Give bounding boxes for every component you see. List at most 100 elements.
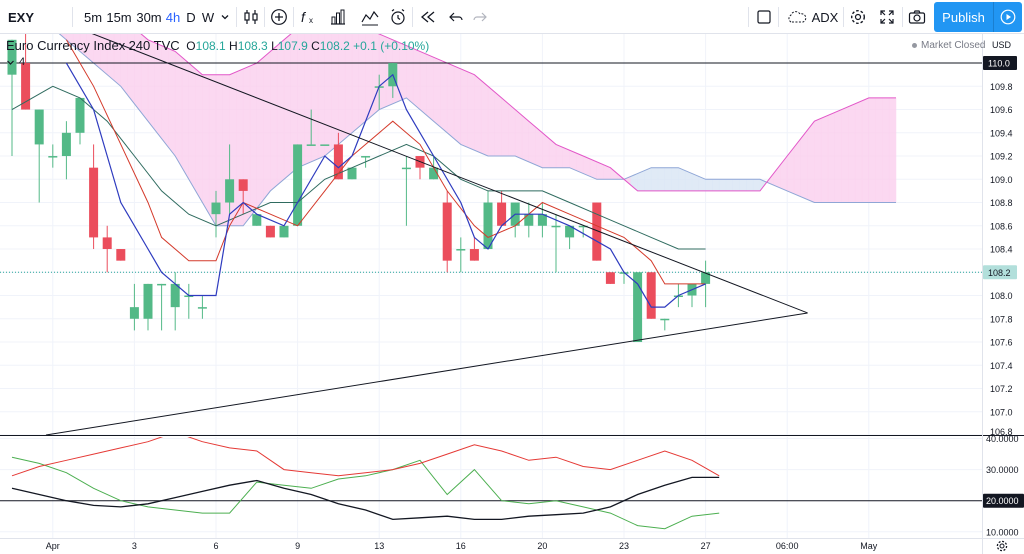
price-chart[interactable]: 110.2USD109.8109.6109.4109.2109.0108.810…	[0, 34, 1024, 554]
saved-layout-button[interactable]: ADX	[783, 0, 841, 34]
gear-teeth	[996, 540, 1008, 552]
cloud-segment	[501, 97, 509, 157]
last-price-label: 108.2	[988, 268, 1011, 278]
candle-body	[61, 132, 71, 157]
cloud-segment	[188, 62, 196, 192]
candle	[333, 132, 343, 180]
cloud-segment	[276, 39, 285, 186]
legend-close-value: 108.2	[319, 39, 350, 53]
time-axis-label: 27	[701, 541, 711, 551]
publish-button[interactable]: Publish	[934, 2, 993, 32]
candle-body	[578, 225, 588, 228]
candle-body	[34, 109, 44, 145]
cloud-segment	[848, 103, 856, 203]
chart-settings-button[interactable]	[847, 0, 869, 34]
candle	[21, 34, 31, 110]
candle	[102, 225, 112, 273]
candle	[197, 295, 207, 319]
cloud-segment	[487, 85, 496, 157]
interval-5m-button[interactable]: 5m	[83, 9, 103, 25]
interval-d-button[interactable]: D	[186, 9, 196, 25]
candle-body	[197, 307, 207, 309]
candle-body	[605, 272, 615, 284]
cloud-segment	[888, 97, 897, 203]
cloud-segment	[569, 149, 577, 171]
toolbar-divider	[412, 7, 413, 27]
fullscreen-button[interactable]	[876, 0, 898, 34]
time-axis-label: 13	[374, 541, 384, 551]
cloud-segment	[793, 137, 802, 198]
price-tick-label: 109.8	[990, 82, 1013, 92]
symbol-search-button[interactable]: EXY	[8, 9, 35, 25]
candle	[143, 283, 153, 331]
toolbar-divider	[293, 7, 294, 27]
candle	[524, 202, 534, 238]
cloud-segment	[480, 79, 489, 157]
legend-close-label: C	[311, 39, 320, 53]
undo-button[interactable]	[446, 0, 466, 34]
candle	[347, 167, 357, 180]
interval-w-button[interactable]: W	[201, 9, 215, 25]
cloud-segment	[453, 65, 462, 145]
chevron-down-icon	[7, 60, 14, 65]
time-axis-label: Apr	[46, 541, 60, 551]
candle	[660, 318, 670, 331]
templates-button[interactable]	[358, 0, 382, 34]
publish-menu-button[interactable]	[993, 2, 1022, 32]
legend-symbol-name: Euro Currency Index	[6, 38, 126, 53]
candle-body	[592, 202, 602, 261]
bar-replay-button[interactable]	[417, 0, 439, 34]
currency-badge-bg	[983, 37, 1024, 52]
snapshot-button[interactable]	[906, 0, 928, 34]
cloud-segment	[270, 45, 278, 192]
compare-symbol-button[interactable]	[268, 0, 290, 34]
adx-tick-label: 10.0000	[986, 527, 1019, 537]
cloud-segment	[739, 179, 747, 192]
candle	[252, 214, 262, 226]
candle	[7, 39, 17, 157]
indicator-name-label: ADX	[811, 9, 839, 25]
redo-button[interactable]	[470, 0, 490, 34]
candle	[116, 249, 126, 261]
cloud-segment	[263, 50, 271, 201]
series-legend: Euro Currency Index 240 TVC O108.1 H108.…	[6, 38, 429, 53]
cloud-segment	[820, 114, 829, 203]
interval-dropdown-button[interactable]	[218, 0, 232, 34]
cloud-segment	[222, 74, 230, 227]
toolbar-divider	[778, 7, 779, 27]
interval-30m-button[interactable]: 30m	[136, 9, 162, 25]
candle-body	[252, 214, 262, 226]
candle	[537, 202, 547, 238]
indicators-toggle[interactable]: 4	[6, 56, 25, 68]
interval-4h-button[interactable]: 4h	[165, 9, 181, 25]
axis-settings-gear-icon[interactable]	[996, 540, 1008, 552]
adx-level-label: 20.0000	[986, 496, 1019, 506]
cloud-segment	[712, 179, 720, 192]
candle-body	[225, 179, 235, 203]
candle-body	[21, 63, 31, 110]
toolbar-divider	[236, 7, 237, 27]
trendline	[45, 312, 808, 435]
cloud-segment	[678, 167, 686, 192]
alert-button[interactable]	[387, 0, 409, 34]
candle-body	[551, 225, 561, 228]
trendline	[91, 34, 808, 314]
candle	[238, 179, 248, 215]
price-tick-label: 108.6	[990, 221, 1013, 231]
chart-style-button[interactable]	[240, 0, 262, 34]
legend-high-value: 108.3	[237, 39, 268, 53]
price-tick-label: 107.6	[990, 338, 1013, 348]
rectangle-tool-button[interactable]	[753, 0, 775, 34]
interval-15m-button[interactable]: 15m	[106, 9, 132, 25]
candle-body	[320, 144, 330, 146]
redo-arrow-icon	[473, 12, 487, 22]
candle	[170, 272, 180, 331]
cloud-segment	[433, 56, 441, 128]
candle-body	[537, 214, 547, 226]
financials-button[interactable]	[327, 0, 349, 34]
candle-body	[361, 156, 371, 158]
price-tick-label: 108.0	[990, 291, 1013, 301]
cloud-segment	[610, 167, 618, 180]
